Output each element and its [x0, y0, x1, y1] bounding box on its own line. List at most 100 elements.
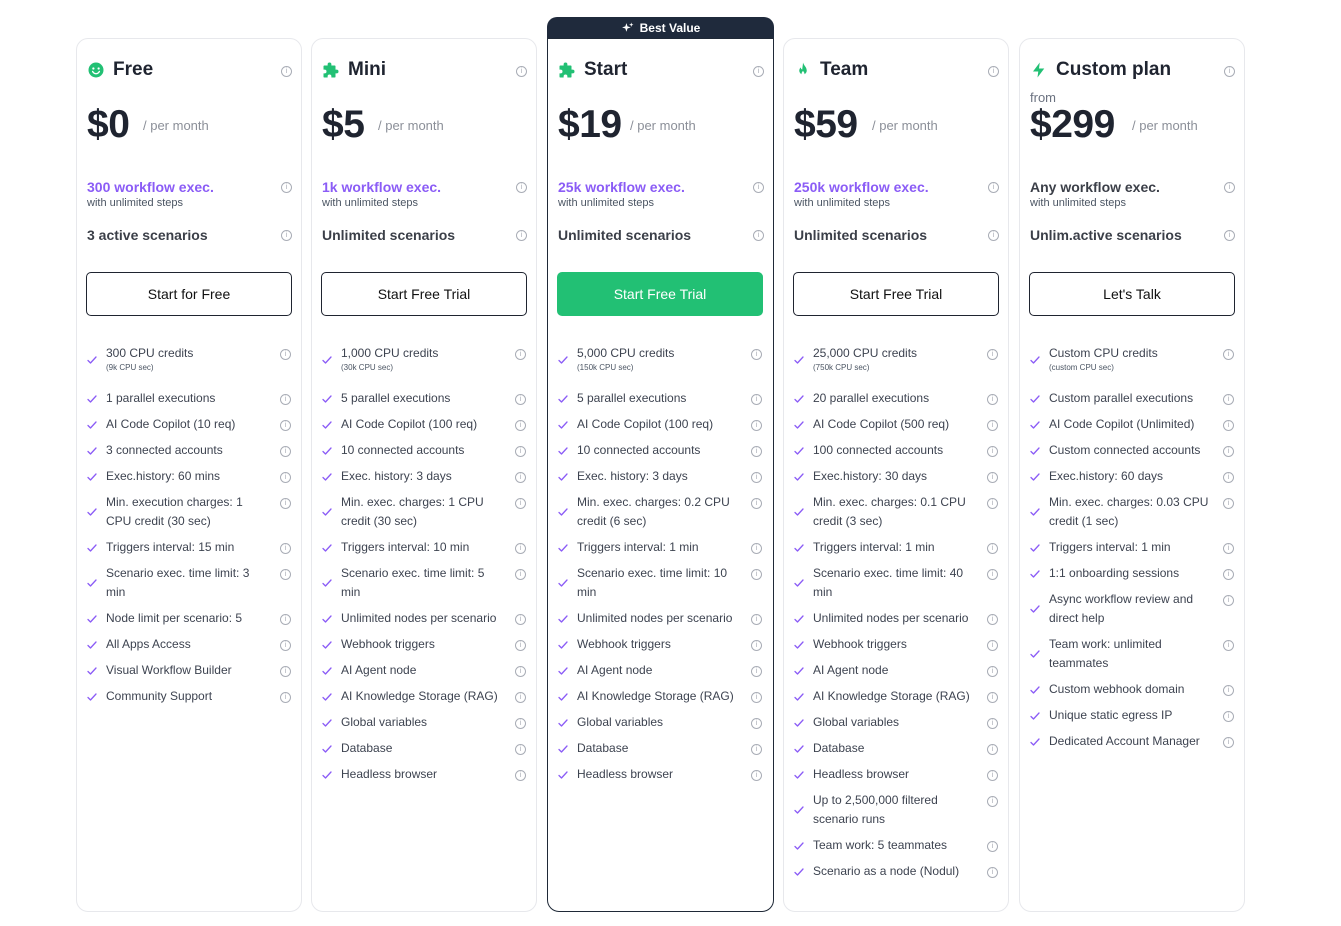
info-icon[interactable]: i — [516, 182, 527, 193]
info-icon[interactable]: i — [515, 569, 526, 580]
info-icon[interactable]: i — [987, 666, 998, 677]
info-icon[interactable]: i — [987, 472, 998, 483]
info-icon[interactable]: i — [1224, 66, 1235, 77]
info-icon[interactable]: i — [987, 543, 998, 554]
info-icon[interactable]: i — [280, 446, 291, 457]
info-icon[interactable]: i — [987, 796, 998, 807]
cta-button-team[interactable]: Start Free Trial — [793, 272, 999, 316]
feature-label: Node limit per scenario: 5 — [106, 611, 243, 625]
info-icon[interactable]: i — [280, 640, 291, 651]
feature-label: 300 CPU credits — [106, 346, 194, 360]
info-icon[interactable]: i — [1223, 446, 1234, 457]
info-icon[interactable]: i — [281, 66, 292, 77]
feature-label: Min. exec. charges: 0.1 CPU credit (3 se… — [813, 495, 966, 528]
info-icon[interactable]: i — [280, 666, 291, 677]
info-icon[interactable]: i — [1223, 737, 1234, 748]
cta-button-custom[interactable]: Let's Talk — [1029, 272, 1235, 316]
info-icon[interactable]: i — [1224, 182, 1235, 193]
info-icon[interactable]: i — [751, 569, 762, 580]
info-icon[interactable]: i — [987, 867, 998, 878]
info-icon[interactable]: i — [753, 230, 764, 241]
info-icon[interactable]: i — [515, 770, 526, 781]
info-icon[interactable]: i — [1223, 569, 1234, 580]
info-icon[interactable]: i — [515, 543, 526, 554]
info-icon[interactable]: i — [515, 614, 526, 625]
info-icon[interactable]: i — [515, 420, 526, 431]
feature-label: AI Agent node — [577, 663, 653, 677]
info-icon[interactable]: i — [987, 614, 998, 625]
info-icon[interactable]: i — [1223, 349, 1234, 360]
info-icon[interactable]: i — [280, 543, 291, 554]
info-icon[interactable]: i — [987, 770, 998, 781]
info-icon[interactable]: i — [751, 640, 762, 651]
info-icon[interactable]: i — [753, 182, 764, 193]
info-icon[interactable]: i — [751, 692, 762, 703]
info-icon[interactable]: i — [751, 394, 762, 405]
info-icon[interactable]: i — [751, 614, 762, 625]
info-icon[interactable]: i — [987, 692, 998, 703]
info-icon[interactable]: i — [280, 569, 291, 580]
info-icon[interactable]: i — [515, 472, 526, 483]
info-icon[interactable]: i — [515, 666, 526, 677]
info-icon[interactable]: i — [515, 446, 526, 457]
info-icon[interactable]: i — [515, 394, 526, 405]
info-icon[interactable]: i — [987, 446, 998, 457]
info-icon[interactable]: i — [751, 543, 762, 554]
info-icon[interactable]: i — [1223, 420, 1234, 431]
info-icon[interactable]: i — [987, 349, 998, 360]
info-icon[interactable]: i — [1223, 472, 1234, 483]
info-icon[interactable]: i — [988, 66, 999, 77]
info-icon[interactable]: i — [987, 744, 998, 755]
info-icon[interactable]: i — [988, 230, 999, 241]
cta-button-mini[interactable]: Start Free Trial — [321, 272, 527, 316]
info-icon[interactable]: i — [988, 182, 999, 193]
info-icon[interactable]: i — [987, 569, 998, 580]
cta-button-free[interactable]: Start for Free — [86, 272, 292, 316]
info-icon[interactable]: i — [751, 420, 762, 431]
info-icon[interactable]: i — [1224, 230, 1235, 241]
info-icon[interactable]: i — [751, 666, 762, 677]
info-icon[interactable]: i — [1223, 595, 1234, 606]
info-icon[interactable]: i — [751, 498, 762, 509]
info-icon[interactable]: i — [515, 744, 526, 755]
info-icon[interactable]: i — [280, 498, 291, 509]
info-icon[interactable]: i — [987, 718, 998, 729]
feature-label: Async workflow review and direct help — [1049, 592, 1194, 625]
info-icon[interactable]: i — [280, 472, 291, 483]
info-icon[interactable]: i — [1223, 640, 1234, 651]
info-icon[interactable]: i — [516, 66, 527, 77]
info-icon[interactable]: i — [1223, 394, 1234, 405]
cta-button-start[interactable]: Start Free Trial — [557, 272, 763, 316]
info-icon[interactable]: i — [1223, 711, 1234, 722]
feature-text: Triggers interval: 1 min — [813, 538, 975, 557]
info-icon[interactable]: i — [281, 182, 292, 193]
info-icon[interactable]: i — [515, 640, 526, 651]
info-icon[interactable]: i — [515, 718, 526, 729]
info-icon[interactable]: i — [280, 349, 291, 360]
info-icon[interactable]: i — [280, 394, 291, 405]
info-icon[interactable]: i — [751, 446, 762, 457]
info-icon[interactable]: i — [753, 66, 764, 77]
info-icon[interactable]: i — [751, 718, 762, 729]
info-icon[interactable]: i — [751, 770, 762, 781]
info-icon[interactable]: i — [987, 640, 998, 651]
info-icon[interactable]: i — [515, 498, 526, 509]
info-icon[interactable]: i — [280, 692, 291, 703]
info-icon[interactable]: i — [280, 614, 291, 625]
info-icon[interactable]: i — [1223, 685, 1234, 696]
info-icon[interactable]: i — [751, 349, 762, 360]
info-icon[interactable]: i — [515, 349, 526, 360]
info-icon[interactable]: i — [1223, 498, 1234, 509]
info-icon[interactable]: i — [1223, 543, 1234, 554]
feature-label: Scenario exec. time limit: 10 min — [577, 566, 728, 599]
info-icon[interactable]: i — [987, 841, 998, 852]
info-icon[interactable]: i — [751, 472, 762, 483]
info-icon[interactable]: i — [281, 230, 292, 241]
info-icon[interactable]: i — [751, 744, 762, 755]
info-icon[interactable]: i — [987, 498, 998, 509]
info-icon[interactable]: i — [516, 230, 527, 241]
info-icon[interactable]: i — [987, 394, 998, 405]
info-icon[interactable]: i — [987, 420, 998, 431]
info-icon[interactable]: i — [280, 420, 291, 431]
info-icon[interactable]: i — [515, 692, 526, 703]
